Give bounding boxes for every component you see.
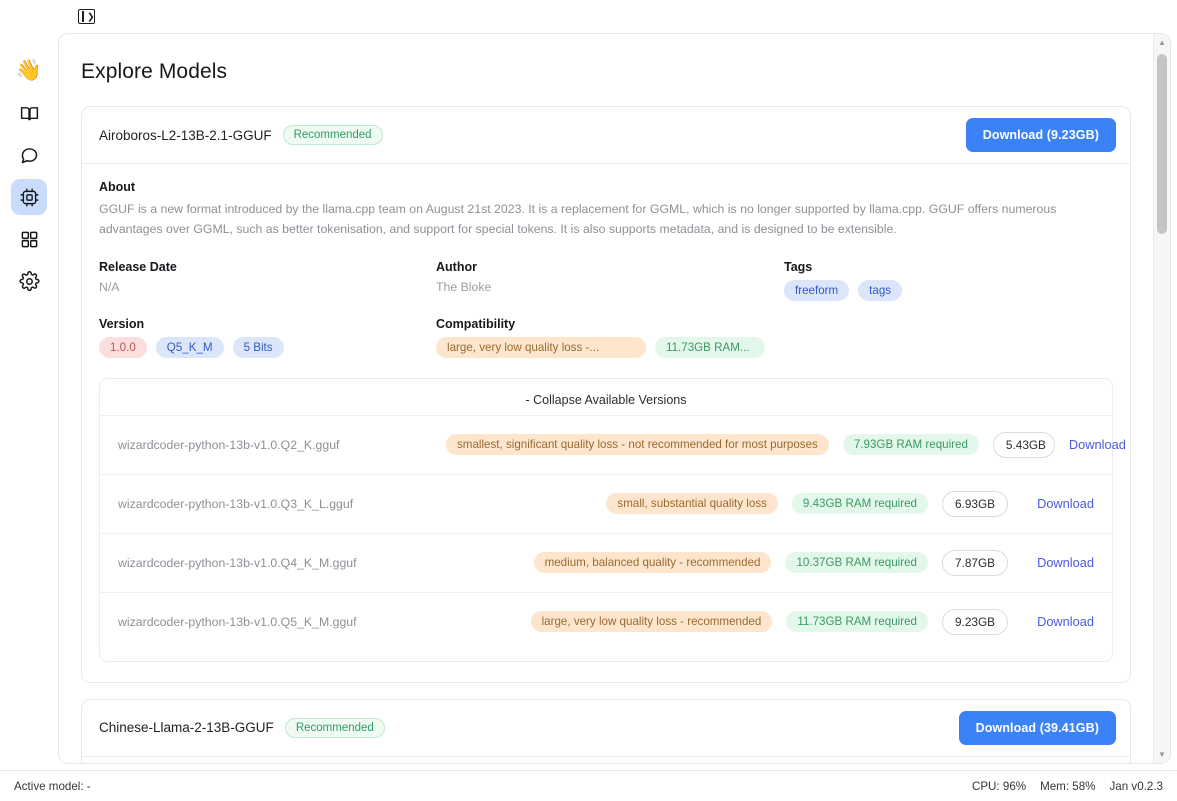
quality-chip: small, substantial quality loss [606, 493, 778, 515]
release-date-label: Release Date [99, 259, 177, 274]
release-date-block: Release Date N/A [99, 260, 436, 301]
body-row: 👋 [0, 33, 1177, 770]
author-value: The Bloke [436, 279, 492, 294]
sidebar-item-models[interactable] [11, 179, 47, 215]
available-versions: - Collapse Available Versions wizardcode… [99, 377, 1126, 662]
ram-chip: 9.43GB RAM required [791, 493, 928, 515]
model-card-body: About [82, 757, 1130, 763]
active-model-status: Active model: - [14, 779, 91, 793]
status-bar-right: CPU: 96% Mem: 58% Jan v0.2.3 [972, 780, 1163, 793]
quality-chip: medium, balanced quality - recommended [533, 552, 772, 574]
collapse-versions-link[interactable]: - Collapse Available Versions [525, 392, 687, 407]
sidebar: 👋 [0, 33, 58, 770]
quality-chip: smallest, significant quality loss - not… [446, 434, 829, 456]
scroll-up-icon[interactable]: ▲ [1158, 38, 1166, 47]
page-title: Explore Models [81, 60, 228, 83]
panel-left-expand-icon[interactable]: ❯ [78, 9, 95, 24]
model-card: Airoboros-L2-13B-2.1-GGUF Recommended Do… [81, 106, 1131, 683]
sidebar-item-apps[interactable] [11, 221, 47, 257]
sidebar-item-chat[interactable] [11, 137, 47, 173]
about-label: About [99, 180, 136, 194]
model-card-header: Airoboros-L2-13B-2.1-GGUF Recommended Do… [82, 107, 1130, 164]
model-head-left: Airoboros-L2-13B-2.1-GGUF Recommended [99, 125, 383, 145]
table-row: wizardcoder-python-13b-v1.0.Q4_K_M.gguf … [100, 532, 1112, 592]
sidebar-item-explore-docs[interactable] [11, 95, 47, 131]
author-block: Author The Bloke [436, 260, 784, 301]
download-button[interactable]: Download (9.23GB) [965, 118, 1116, 152]
model-name: Chinese-Llama-2-13B-GGUF [99, 720, 274, 736]
tags-chips: freeform tags [784, 279, 1113, 301]
version-file-name: wizardcoder-python-13b-v1.0.Q3_K_L.gguf [118, 496, 354, 511]
model-card: Chinese-Llama-2-13B-GGUF Recommended Dow… [81, 698, 1131, 763]
status-badge: Recommended [282, 125, 383, 145]
model-head-left: Chinese-Llama-2-13B-GGUF Recommended [99, 717, 385, 738]
version-file-name: wizardcoder-python-13b-v1.0.Q2_K.gguf [118, 437, 340, 452]
tags-block: Tags freeform tags [784, 260, 1113, 301]
download-button[interactable]: Download (39.41GB) [958, 710, 1116, 745]
model-card-body: About GGUF is a new format introduced by… [82, 164, 1130, 682]
top-bar: ❯ [0, 0, 1177, 33]
gear-icon [18, 270, 40, 292]
waving-hand-icon: 👋 [15, 59, 43, 82]
model-list: Airoboros-L2-13B-2.1-GGUF Recommended Do… [59, 106, 1153, 763]
version-file-name: wizardcoder-python-13b-v1.0.Q5_K_M.gguf [118, 614, 357, 629]
quant-chip: Q5_K_M [155, 336, 224, 358]
tags-label: Tags [784, 259, 813, 274]
status-bar: Active model: - CPU: 96% Mem: 58% Jan v0… [0, 770, 1177, 801]
size-badge: 6.93GB [941, 490, 1008, 517]
release-date-value: N/A [99, 279, 120, 294]
bits-chip: 5 Bits [232, 336, 284, 358]
model-name: Airoboros-L2-13B-2.1-GGUF [99, 127, 272, 143]
book-icon [19, 103, 40, 124]
version-chips: 1.0.0 Q5_K_M 5 Bits [99, 336, 436, 358]
table-row: wizardcoder-python-13b-v1.0.Q2_K.gguf sm… [100, 414, 1126, 474]
download-link[interactable]: Download [1037, 614, 1094, 630]
compatibility-label: Compatibility [436, 316, 516, 331]
compatibility-chips: large, very low quality loss -... 11.73G… [436, 336, 1113, 358]
size-badge: 7.87GB [941, 549, 1008, 576]
scrollbar-thumb[interactable] [1157, 54, 1167, 234]
cpu-chip-icon [19, 187, 40, 208]
ram-chip: 7.93GB RAM required [842, 434, 979, 456]
version-file-name: wizardcoder-python-13b-v1.0.Q4_K_M.gguf [118, 555, 357, 570]
scrollbar[interactable]: ▲ ▼ [1153, 34, 1170, 763]
model-card-header: Chinese-Llama-2-13B-GGUF Recommended Dow… [82, 700, 1130, 757]
grid-squares-icon [20, 230, 39, 249]
scroll-area: Explore Models Airoboros-L2-13B-2.1-GGUF… [59, 34, 1153, 763]
chevron-right-icon: ❯ [87, 11, 95, 21]
download-link[interactable]: Download [1068, 437, 1126, 453]
cpu-usage: CPU: 96% [971, 779, 1027, 793]
metadata-grid: Release Date N/A Author The Bloke Tags [99, 260, 1113, 358]
quality-chip: large, very low quality loss -... [436, 336, 646, 358]
tag-chip: tags [858, 279, 903, 301]
version-chip: 1.0.0 [99, 336, 147, 358]
app-version: Jan v0.2.3 [1109, 779, 1164, 793]
download-link[interactable]: Download [1037, 496, 1094, 512]
compatibility-block: Compatibility large, very low quality lo… [436, 317, 1113, 358]
tag-chip: freeform [784, 279, 850, 301]
ram-chip: 10.37GB RAM required [785, 552, 928, 574]
ram-chip: 11.73GB RAM required [786, 611, 928, 633]
status-badge: Recommended [284, 717, 385, 738]
main-panel: Explore Models Airoboros-L2-13B-2.1-GGUF… [58, 33, 1177, 770]
ram-chip: 11.73GB RAM... [655, 336, 765, 358]
table-row: wizardcoder-python-13b-v1.0.Q3_K_L.gguf … [100, 473, 1112, 533]
about-text: GGUF is a new format introduced by the l… [99, 202, 1057, 236]
version-label: Version [99, 316, 145, 331]
chat-bubble-icon [19, 145, 40, 166]
content-card: Explore Models Airoboros-L2-13B-2.1-GGUF… [58, 33, 1171, 764]
quality-chip: large, very low quality loss - recommend… [530, 611, 773, 633]
download-link[interactable]: Download [1037, 555, 1094, 571]
scroll-down-icon[interactable]: ▼ [1158, 750, 1166, 759]
mem-usage: Mem: 58% [1040, 779, 1096, 793]
table-row: wizardcoder-python-13b-v1.0.Q5_K_M.gguf … [100, 591, 1112, 651]
author-label: Author [436, 259, 477, 274]
size-badge: 9.23GB [941, 608, 1008, 635]
version-block: Version 1.0.0 Q5_K_M 5 Bits [99, 317, 436, 358]
size-badge: 5.43GB [992, 431, 1055, 458]
sidebar-item-settings[interactable] [11, 263, 47, 299]
